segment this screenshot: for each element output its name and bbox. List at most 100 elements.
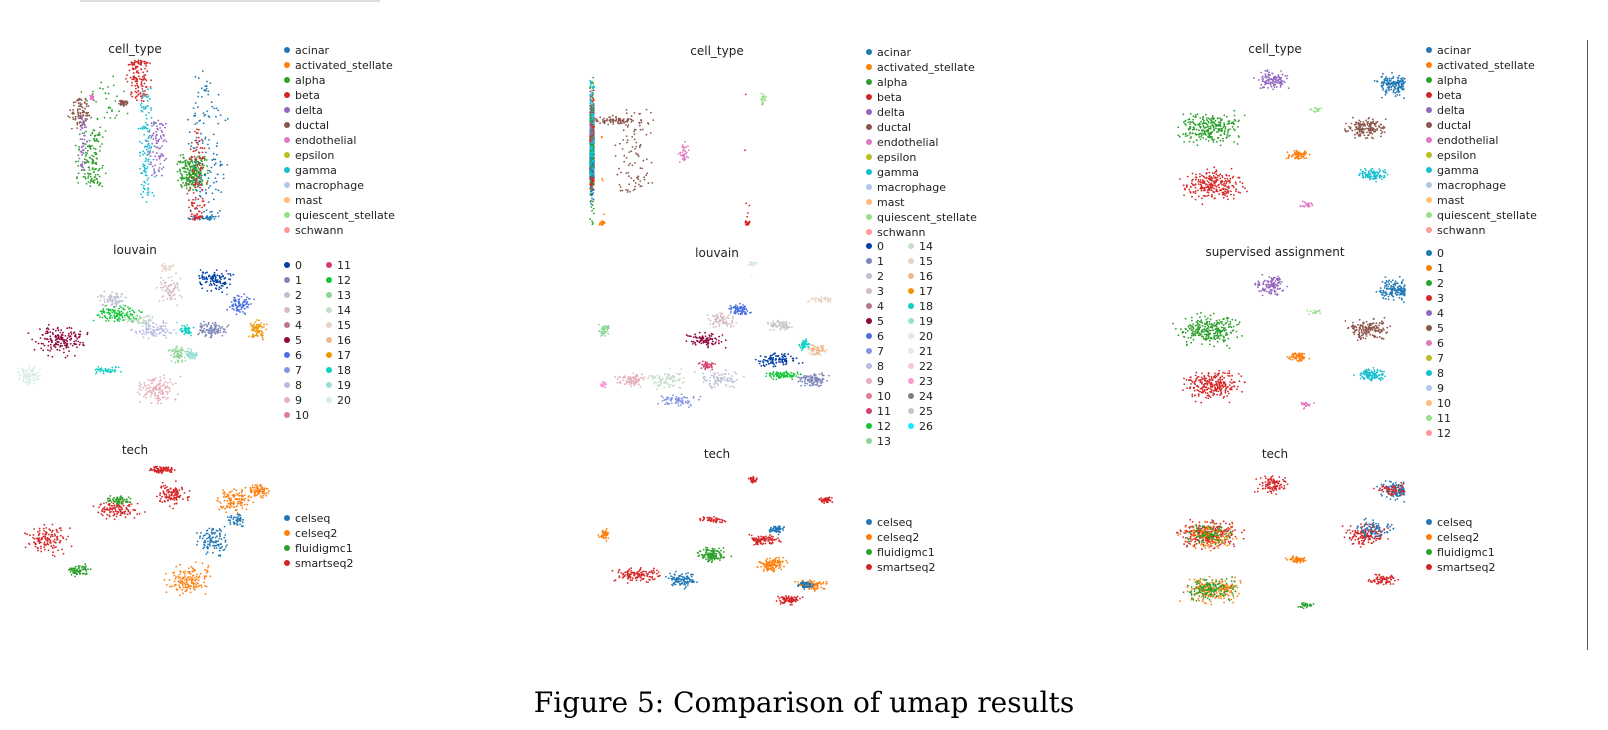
cluster-p1-7 [137,87,156,204]
legend-entry: activated_stellate [1426,59,1535,73]
cluster-p6-5 [1353,367,1386,382]
cluster-p4-4 [96,290,127,309]
legend-label: 10 [877,390,891,403]
cluster-p5-15 [807,295,832,304]
previous-text-fragment [80,0,380,2]
legend-label: celseq2 [877,531,920,544]
legend-label: 14 [919,240,933,253]
legend-label: alpha [295,74,326,87]
legend-entry: 14 [326,304,351,318]
legend-swatch [1426,107,1432,113]
legend-label: alpha [1437,74,1468,87]
cluster-p2-12 [598,135,606,226]
legend-swatch [1426,137,1432,143]
legend-swatch [284,412,290,418]
legend-label: 11 [337,259,351,272]
legend-swatch [908,333,914,339]
panel-title-p2: cell_type [690,44,744,58]
legend-label: 9 [877,375,884,388]
legend-entry: 21 [908,345,933,359]
legend-swatch [1426,310,1432,316]
cluster-p8-6 [748,533,782,546]
legend-swatch [284,167,290,173]
legend-label: gamma [1437,164,1479,177]
legend-entry: alpha [284,74,326,88]
legend-label: smartseq2 [877,561,936,574]
legend-label: macrophage [1437,179,1506,192]
legend-entry: ductal [1426,119,1471,133]
legend-swatch [1426,152,1432,158]
legend-entry: 11 [326,259,351,273]
legend-entry: 11 [1426,412,1451,426]
cluster-p5-8 [614,372,651,388]
legend-entry: 24 [908,390,933,404]
legend-swatch [284,560,290,566]
cluster-p1-11 [89,94,95,101]
legend-label: 26 [919,420,933,433]
legend-label: endothelial [1437,134,1499,147]
legend-label: 8 [295,379,302,392]
legend-swatch [284,77,290,83]
legend-entry: 10 [866,390,891,404]
legend-label: 3 [877,285,884,298]
panel-title-p3: cell_type [1248,42,1302,56]
legend-entry: 10 [284,409,309,423]
cluster-p3-7 [1299,200,1314,208]
cluster-p2-0 [591,114,634,126]
legend-label: smartseq2 [1437,561,1496,574]
legend-entry: 7 [1426,352,1444,366]
legend-swatch [866,79,872,85]
legend-entry: 16 [326,334,351,348]
legend-entry: 1 [284,274,302,288]
legend-swatch [866,348,872,354]
legend-label: 7 [877,345,884,358]
legend-swatch [908,318,914,324]
legend-label: 4 [1437,307,1444,320]
legend-entry: 22 [908,360,933,374]
legend-swatch [284,515,290,521]
cluster-p5-12 [598,323,610,337]
legend-swatch [1426,227,1432,233]
cluster-p3-1 [1178,166,1248,206]
legend-label: 13 [337,289,351,302]
legend-label: 6 [1437,337,1444,350]
cluster-p9-8 [1373,481,1406,497]
legend-swatch [866,393,872,399]
legend-label: macrophage [877,181,946,194]
cluster-p4-16 [161,262,175,272]
cluster-p7-8 [105,495,132,506]
legend-entry: mast [866,196,905,210]
cluster-p8-1 [665,570,698,590]
legend-entry: 17 [326,349,351,363]
legend-label: acinar [1437,44,1472,57]
legend-swatch [908,258,914,264]
legend-label: 0 [877,240,884,253]
legend-swatch [326,277,332,283]
legend-swatch [1426,564,1432,570]
legend-swatch [1426,534,1432,540]
legend-label: celseq [1437,516,1473,529]
legend-label: 1 [877,255,884,268]
legend-swatch [284,197,290,203]
cluster-p8-5 [797,581,815,591]
legend-entry: quiescent_stellate [866,211,977,225]
cluster-p5-14 [747,261,758,277]
cluster-p6-4 [1254,273,1289,297]
legend-label: 15 [919,255,933,268]
legend-swatch [326,307,332,313]
figure-border-line [1587,40,1588,650]
legend-entry: smartseq2 [1426,561,1496,575]
legend-entry: 9 [284,394,302,408]
legend-label: 8 [877,360,884,373]
legend-entry: 12 [1426,427,1451,441]
legend-swatch [908,393,914,399]
cluster-p1-10 [77,115,88,172]
legend-swatch [866,49,872,55]
legend-entry: smartseq2 [284,557,354,571]
cluster-p4-8 [226,293,256,316]
legend-label: ductal [877,121,912,134]
legend-entry: 16 [908,270,933,284]
legend-swatch [866,288,872,294]
cluster-p8-9 [597,528,610,542]
